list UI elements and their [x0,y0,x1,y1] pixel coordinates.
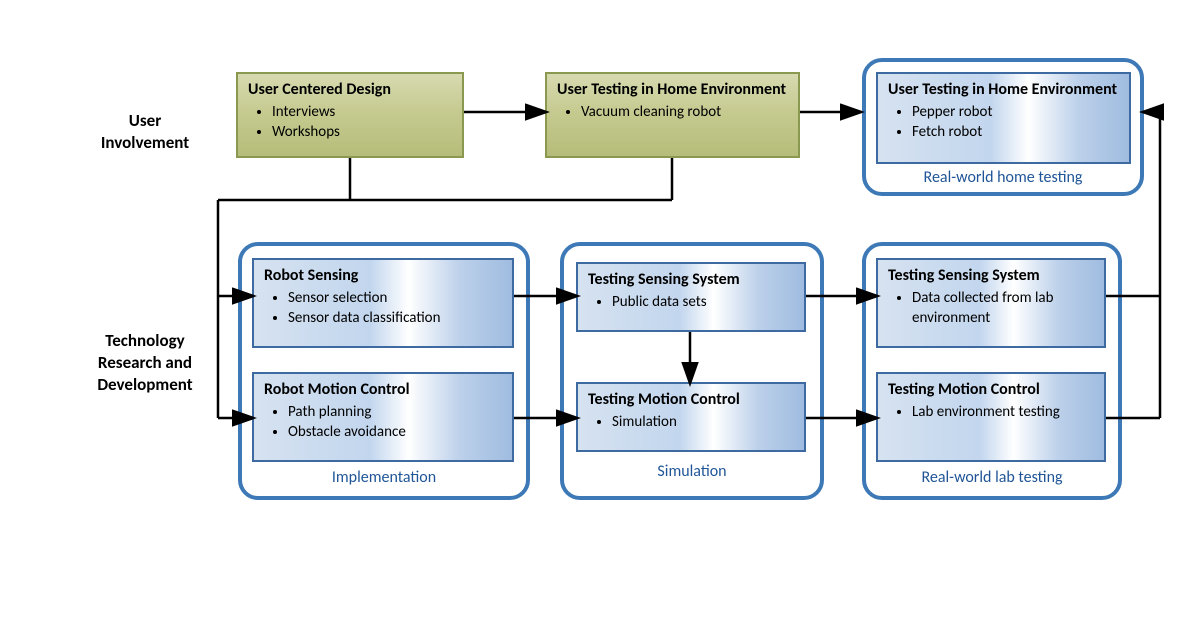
list-item: Sensor selection [288,288,502,308]
box-ut-home1-list: Vacuum cleaning robot [557,102,788,122]
box-test-sensing-lab-title: Testing Sensing System [888,266,1094,286]
box-ut-home2-title: User Testing in Home Environment [888,80,1119,100]
box-test-sensing-sim-title: Testing Sensing System [588,270,794,290]
box-ucd: User Centered Design Interviews Workshop… [236,72,464,158]
list-item: Public data sets [612,292,794,312]
box-motion-list: Path planning Obstacle avoidance [264,402,502,443]
list-item: Pepper robot [912,102,1119,122]
box-ut-home2-list: Pepper robot Fetch robot [888,102,1119,143]
box-test-sensing-sim: Testing Sensing System Public data sets [576,262,806,332]
list-item: Sensor data classification [288,308,502,328]
box-test-motion-lab-title: Testing Motion Control [888,380,1094,400]
box-test-motion-lab-list: Lab environment testing [888,402,1094,422]
group-label-simulation: Simulation [560,462,824,481]
box-sensing-title: Robot Sensing [264,266,502,286]
list-item: Path planning [288,402,502,422]
list-item: Workshops [272,122,452,142]
box-test-motion-sim: Testing Motion Control Simulation [576,382,806,452]
row-label-tech: TechnologyResearch andDevelopment [70,330,220,396]
row-label-user: UserInvolvement [80,110,210,154]
box-motion-title: Robot Motion Control [264,380,502,400]
box-test-sensing-sim-list: Public data sets [588,292,794,312]
box-test-sensing-lab: Testing Sensing System Data collected fr… [876,258,1106,348]
box-ucd-list: Interviews Workshops [248,102,452,143]
box-motion: Robot Motion Control Path planning Obsta… [252,372,514,462]
list-item: Lab environment testing [912,402,1094,422]
row-label-tech-text: TechnologyResearch andDevelopment [97,330,192,395]
box-test-motion-sim-list: Simulation [588,412,794,432]
box-test-motion-sim-title: Testing Motion Control [588,390,794,410]
box-ut-home1-title: User Testing in Home Environment [557,80,788,100]
box-sensing: Robot Sensing Sensor selection Sensor da… [252,258,514,348]
row-label-user-line1: UserInvolvement [101,110,189,153]
box-ut-home2: User Testing in Home Environment Pepper … [876,72,1131,164]
box-sensing-list: Sensor selection Sensor data classificat… [264,288,502,329]
list-item: Obstacle avoidance [288,422,502,442]
box-test-motion-lab: Testing Motion Control Lab environment t… [876,372,1106,462]
list-item: Fetch robot [912,122,1119,142]
list-item: Simulation [612,412,794,432]
group-label-implementation: Implementation [238,468,530,487]
group-label-lab-test: Real-world lab testing [862,468,1122,487]
group-label-home-test: Real-world home testing [862,168,1144,187]
list-item: Interviews [272,102,452,122]
list-item: Data collected from lab environment [912,288,1094,329]
box-ut-home1: User Testing in Home Environment Vacuum … [545,72,800,158]
list-item: Vacuum cleaning robot [581,102,788,122]
box-ucd-title: User Centered Design [248,80,452,100]
box-test-sensing-lab-list: Data collected from lab environment [888,288,1094,329]
